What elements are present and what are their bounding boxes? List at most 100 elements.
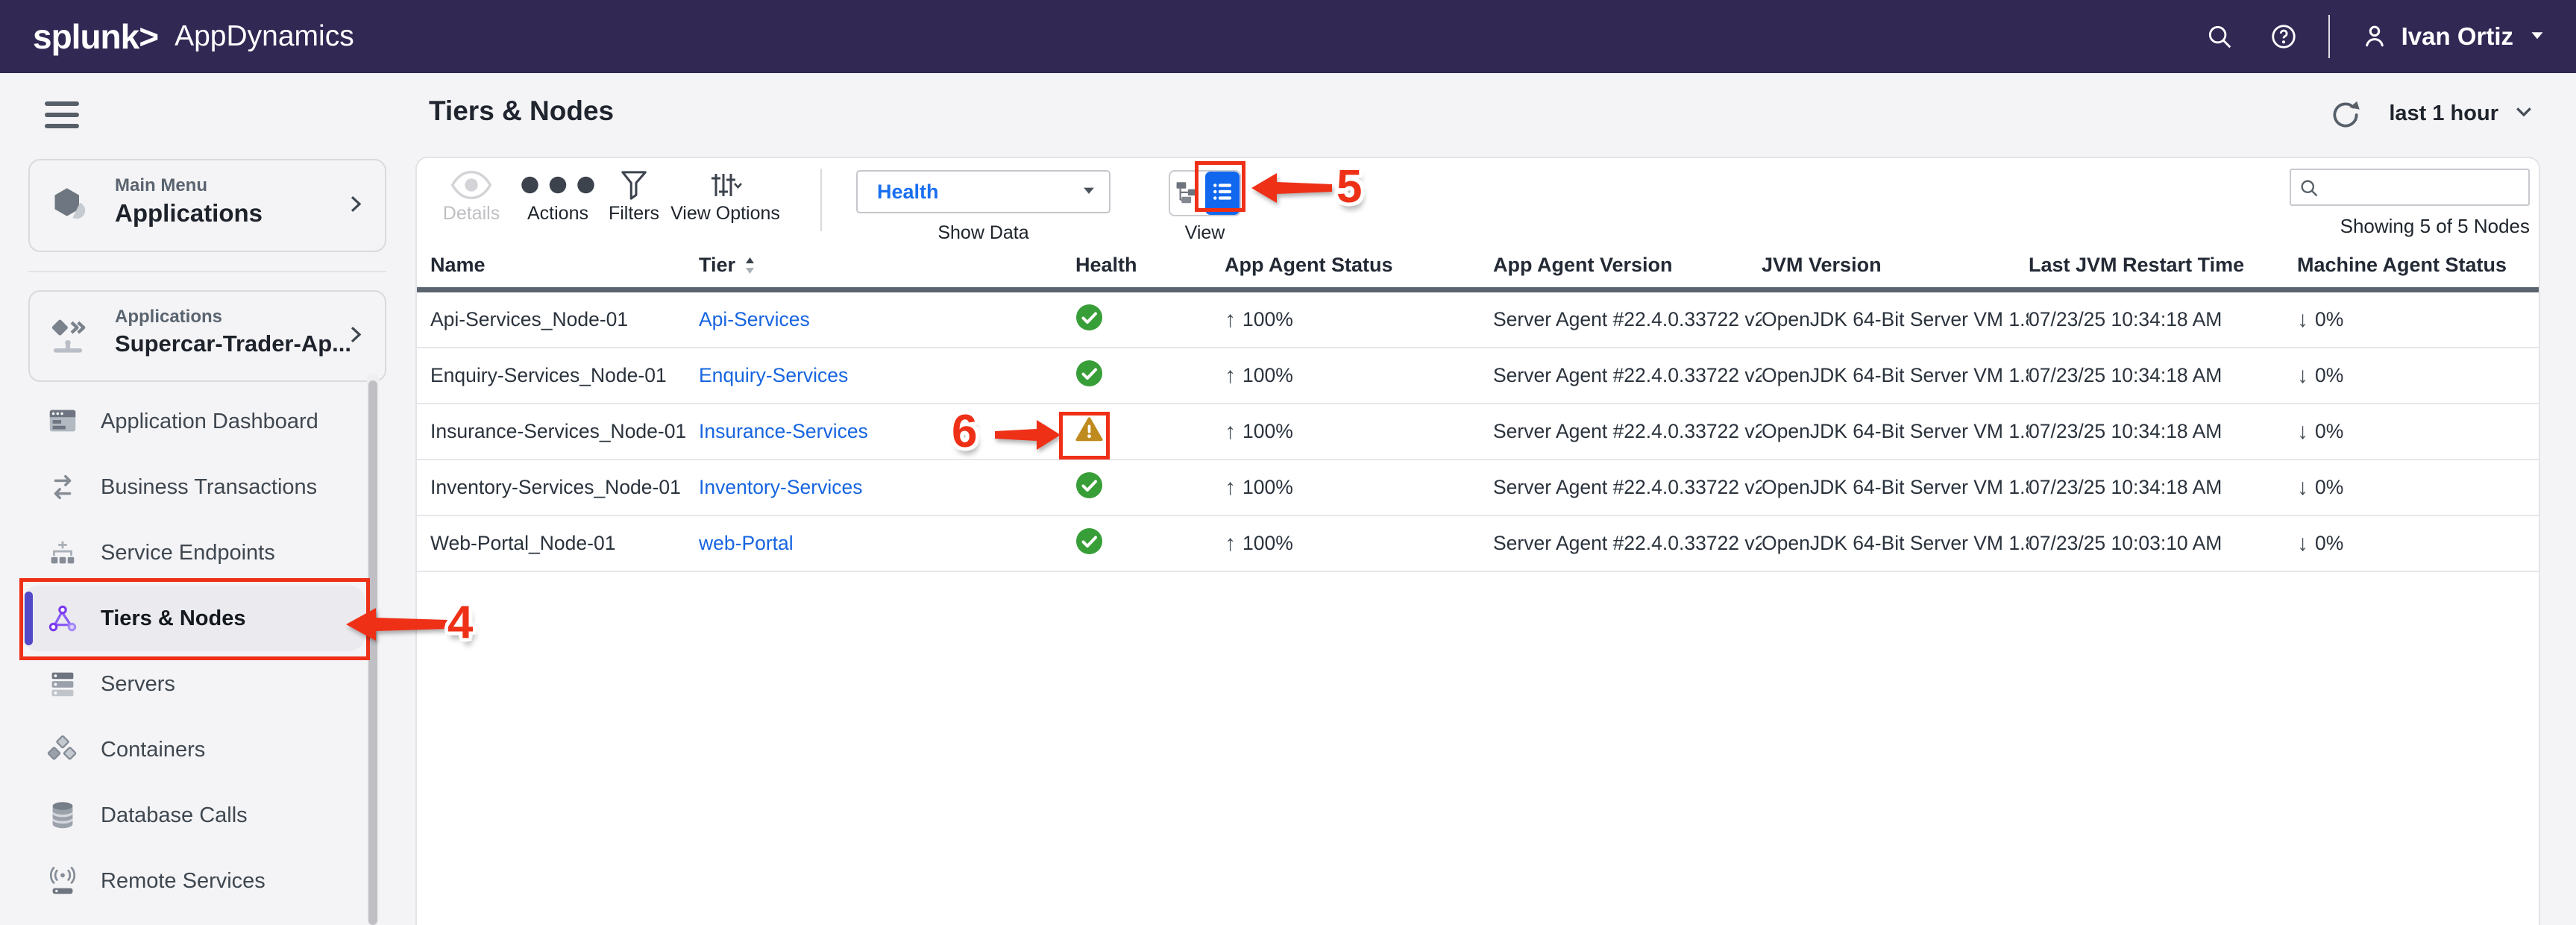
app-agent-version-cell: Server Agent #22.4.0.33722 v22 — [1493, 420, 1762, 442]
actions-button[interactable]: Actions — [517, 167, 599, 225]
application-card-label: Applications — [115, 307, 223, 327]
last-jvm-restart-cell: 07/23/25 10:34:18 AM — [2029, 308, 2222, 330]
tree-view-icon — [1175, 179, 1200, 208]
column-header-label: Name — [430, 254, 486, 276]
search-icon[interactable] — [2203, 20, 2236, 53]
table-row[interactable]: Inventory-Services_Node-01 Inventory-Serv… — [417, 460, 2539, 516]
sidebar-item-label: Tiers & Nodes — [101, 606, 246, 630]
user-name: Ivan Ortiz — [2401, 22, 2513, 50]
tier-link[interactable]: Api-Services — [699, 308, 810, 330]
time-range-label: last 1 hour — [2389, 101, 2498, 125]
main-menu-card-value: Applications — [115, 199, 263, 227]
health-cell — [1075, 527, 1225, 560]
column-header-name[interactable]: Name — [430, 254, 699, 277]
node-name-cell: Web-Portal_Node-01 — [430, 532, 616, 554]
down-arrow-icon: ↓ — [2297, 530, 2308, 556]
database-icon — [45, 797, 81, 833]
application-card[interactable]: Applications Supercar-Trader-Ap... — [28, 290, 386, 382]
toolbar-divider — [820, 169, 822, 231]
toolbar: Details Actions Filters View Options Health… — [417, 158, 2539, 243]
sidebar-item-containers[interactable]: Containers — [0, 717, 415, 783]
view-toggle-group — [1169, 170, 1241, 216]
sidebar-item-application-dashboard[interactable]: Application Dashboard — [0, 389, 415, 454]
show-data-group-label: Show Data — [937, 222, 1029, 243]
search-icon — [2299, 178, 2319, 198]
health-normal-icon — [1075, 471, 1103, 504]
column-header-app-agent-status[interactable]: App Agent Status — [1225, 254, 1493, 277]
table-row[interactable]: Api-Services_Node-01 Api-Services ↑ 100% Ser… — [417, 292, 2539, 348]
sidebar-item-label: Database Calls — [101, 803, 248, 827]
list-view-icon — [1210, 179, 1235, 208]
tier-link[interactable]: Insurance-Services — [699, 420, 868, 442]
column-header-app-agent-version[interactable]: App Agent Version — [1493, 254, 1762, 277]
sidebar-scrollbar-thumb[interactable] — [368, 380, 377, 925]
list-view-button[interactable] — [1204, 172, 1240, 215]
view-options-button[interactable]: View Options — [667, 167, 783, 225]
jvm-version-cell: OpenJDK 64-Bit Server VM 1.8.0 — [1762, 532, 2029, 554]
app-agent-status-cell: ↑ 100% — [1225, 531, 1493, 556]
showing-count-label: Showing 5 of 5 Nodes — [2340, 215, 2530, 237]
column-header-last-jvm-restart-time[interactable]: Last JVM Restart Time — [2029, 254, 2297, 277]
down-arrow-icon: ↓ — [2297, 363, 2308, 388]
column-header-tier[interactable]: Tier — [699, 254, 1075, 277]
sidebar-item-tiers-nodes[interactable]: Tiers & Nodes — [22, 586, 365, 651]
health-cell — [1075, 304, 1225, 336]
app-agent-status-value: 100% — [1243, 308, 1293, 330]
hamburger-icon[interactable] — [45, 101, 79, 128]
table-header-row: Name Tier Health App Agent Status App Agent … — [417, 243, 2539, 292]
sidebar-item-label: Remote Services — [101, 868, 266, 893]
sidebar-item-service-endpoints[interactable]: Service Endpoints — [0, 520, 415, 586]
containers-icon — [45, 732, 81, 768]
top-bar: splunk> AppDynamics Ivan Ortiz — [0, 0, 2576, 73]
filters-button[interactable]: Filters — [600, 167, 667, 225]
help-icon[interactable] — [2267, 20, 2300, 53]
app-agent-status-cell: ↑ 100% — [1225, 475, 1493, 501]
chevron-right-icon — [345, 192, 367, 219]
time-range-selector[interactable]: last 1 hour — [2389, 101, 2534, 126]
endpoints-icon — [45, 535, 81, 571]
search-input[interactable] — [2327, 170, 2525, 204]
sidebar-item-servers[interactable]: Servers — [0, 651, 415, 717]
chevron-down-icon — [2513, 101, 2534, 126]
sidebar-item-remote-services[interactable]: Remote Services — [0, 848, 415, 914]
tier-link[interactable]: Inventory-Services — [699, 476, 863, 498]
sliders-icon — [667, 167, 783, 203]
app-agent-status-cell: ↑ 100% — [1225, 419, 1493, 445]
column-header-health[interactable]: Health — [1075, 254, 1225, 277]
tier-link[interactable]: Enquiry-Services — [699, 364, 849, 386]
app-agent-version-cell: Server Agent #22.4.0.33722 v22 — [1493, 532, 1762, 554]
table-body: Api-Services_Node-01 Api-Services ↑ 100% Ser… — [417, 292, 2539, 572]
application-card-value: Supercar-Trader-Ap... — [115, 330, 351, 357]
column-header-machine-agent-status[interactable]: Machine Agent Status — [2297, 254, 2528, 277]
tree-view-button[interactable] — [1170, 172, 1205, 215]
sidebar-item-label: Application Dashboard — [101, 409, 318, 433]
jvm-version-cell: OpenJDK 64-Bit Server VM 1.8.0 — [1762, 476, 2029, 498]
sidebar-item-label: Containers — [101, 737, 206, 762]
app-agent-status-cell: ↑ 100% — [1225, 307, 1493, 333]
dropdown-caret-icon — [1081, 182, 1097, 202]
column-header-jvm-version[interactable]: JVM Version — [1762, 254, 2029, 277]
app-agent-status-value: 100% — [1243, 532, 1293, 554]
table-row[interactable]: Web-Portal_Node-01 web-Portal ↑ 100% Server … — [417, 516, 2539, 572]
main-menu-card-label: Main Menu — [115, 175, 207, 195]
column-header-label: App Agent Status — [1225, 254, 1393, 276]
main-menu-card[interactable]: Main Menu Applications — [28, 159, 386, 252]
health-cell — [1075, 416, 1225, 448]
sort-icon — [744, 257, 755, 275]
tier-link[interactable]: web-Portal — [699, 532, 794, 554]
user-menu[interactable]: Ivan Ortiz — [2358, 20, 2546, 53]
table-row[interactable]: Enquiry-Services_Node-01 Enquiry-Services… — [417, 348, 2539, 404]
column-header-label: Health — [1075, 254, 1137, 276]
column-header-label: JVM Version — [1762, 254, 1882, 276]
top-bar-controls: Ivan Ortiz — [2203, 15, 2576, 58]
sidebar-item-database-calls[interactable]: Database Calls — [0, 783, 415, 848]
servers-icon — [45, 666, 81, 702]
search-box — [2290, 169, 2530, 206]
product-name: AppDynamics — [175, 20, 354, 52]
health-normal-icon — [1075, 360, 1103, 392]
table-row[interactable]: Insurance-Services_Node-01 Insurance-Serv… — [417, 404, 2539, 460]
refresh-icon[interactable] — [2328, 97, 2363, 131]
details-button: Details — [430, 167, 512, 225]
sidebar-item-business-transactions[interactable]: Business Transactions — [0, 454, 415, 520]
show-data-dropdown[interactable]: Health — [856, 170, 1110, 213]
